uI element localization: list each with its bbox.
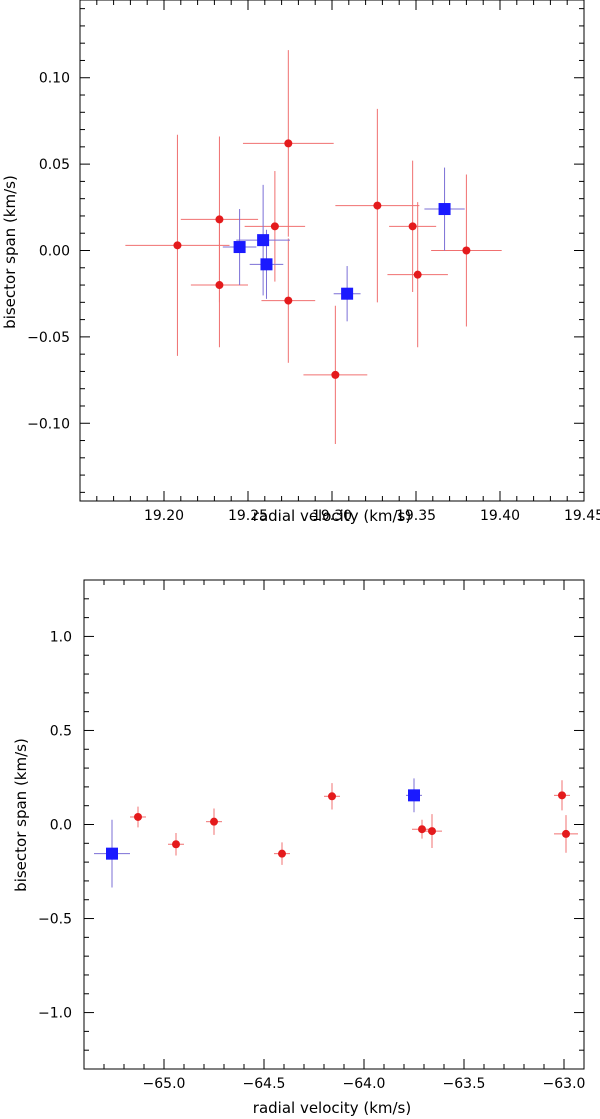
chart-bottom-xtick-label: −64.0	[343, 1076, 386, 1092]
chart-bottom-ytick-label: −1.0	[38, 1006, 72, 1022]
chart-top-point-circle	[215, 281, 224, 290]
chart-bottom-frame	[83, 579, 585, 1070]
chart-top-xtick-label: 19.20	[144, 508, 184, 524]
chart-top-errorbars	[125, 50, 502, 444]
chart-top-ytick-label: 0.10	[39, 71, 70, 87]
chart-top-tick-labels: 19.20 19.25 19.30 19.35 19.40 19.45 −0.10 −0.05…	[27, 71, 600, 524]
chart-top-point-square	[260, 258, 273, 271]
chart-top-xtick-label: 19.45	[564, 508, 600, 524]
chart-bottom-ytick-label: 0.0	[50, 818, 72, 834]
chart-bottom-xtick-label: −64.5	[243, 1076, 286, 1092]
chart-top-point-circle	[413, 270, 422, 279]
chart-top-xtick-label: 19.35	[396, 508, 436, 524]
chart-top-point-circle	[462, 246, 471, 255]
chart-top-point-circle	[284, 139, 293, 148]
chart-bottom-tick-labels: −65.0 −64.5 −64.0 −63.5 −63.0 −1.0 −0.5 0.0 0.5 1…	[38, 629, 585, 1092]
chart-top-xtick-label: 19.30	[312, 508, 352, 524]
chart-top-xtick-label: 19.25	[228, 508, 268, 524]
chart-top-axes	[79, 0, 585, 502]
chart-bottom-x-label: radial velocity (km/s)	[253, 1099, 411, 1117]
chart-bottom-ytick-label: −0.5	[38, 912, 72, 928]
chart-bottom-point-square	[106, 847, 118, 860]
chart-top-point-circle	[270, 222, 279, 231]
chart-top-ytick-label: 0.05	[39, 157, 70, 173]
chart-top-point-circle	[284, 296, 293, 305]
chart-top-point-circle	[173, 241, 182, 250]
chart-top-xtick-label: 19.40	[480, 508, 520, 524]
chart-bottom-point-circle	[278, 849, 286, 858]
chart-top-y-label: bisector span (km/s)	[1, 175, 19, 329]
chart-top-ytick-label: −0.05	[27, 330, 70, 346]
chart-bottom-point-circle	[428, 827, 436, 836]
chart-bottom-ytick-label: 1.0	[50, 629, 72, 645]
chart-top-ytick-label: −0.10	[27, 416, 70, 432]
chart-top-frame	[79, 0, 585, 502]
chart-top-x-label: radial velocity (km/s)	[253, 507, 411, 525]
chart-top-point-square	[233, 241, 246, 254]
chart-bottom-xtick-label: −63.5	[443, 1076, 486, 1092]
chart-bottom-point-circle	[210, 817, 218, 826]
chart-top-markers	[173, 139, 471, 379]
chart-bottom-point-circle	[558, 791, 566, 800]
chart-top-ticks	[79, 0, 585, 501]
chart-top-ytick-label: 0.00	[39, 244, 70, 260]
chart-bottom-point-circle	[134, 812, 142, 821]
chart-top-point-circle	[331, 370, 340, 379]
chart-bottom-point-circle	[418, 825, 426, 834]
chart-bottom-xtick-label: −63.0	[543, 1076, 586, 1092]
chart-bottom-point-circle	[562, 829, 570, 838]
chart-bottom-point-circle	[172, 840, 180, 849]
chart-bottom-ytick-label: 0.5	[50, 723, 72, 739]
chart-bottom-axes	[83, 579, 585, 1070]
chart-bottom-xtick-label: −65.0	[143, 1076, 186, 1092]
chart-bottom-ticks	[83, 579, 585, 1070]
chart-top-point-circle	[408, 222, 417, 231]
chart-bottom-point-square	[408, 789, 420, 802]
chart-top-point-square	[438, 203, 451, 216]
chart-bottom-point-circle	[328, 792, 336, 801]
chart-bottom: −65.0 −64.5 −64.0 −63.5 −63.0 −1.0 −0.5 0.0 0.5 1…	[12, 579, 585, 1117]
chart-top-point-square	[341, 287, 354, 300]
chart-bottom-markers	[106, 789, 570, 860]
chart-top-point-circle	[373, 201, 382, 210]
chart-top-point-circle	[215, 215, 224, 224]
chart-bottom-errorbars	[94, 778, 578, 888]
chart-bottom-y-label: bisector span (km/s)	[12, 738, 30, 892]
chart-top: 19.20 19.25 19.30 19.35 19.40 19.45 −0.10 −0.05…	[1, 0, 600, 525]
chart-top-point-square	[257, 234, 270, 247]
